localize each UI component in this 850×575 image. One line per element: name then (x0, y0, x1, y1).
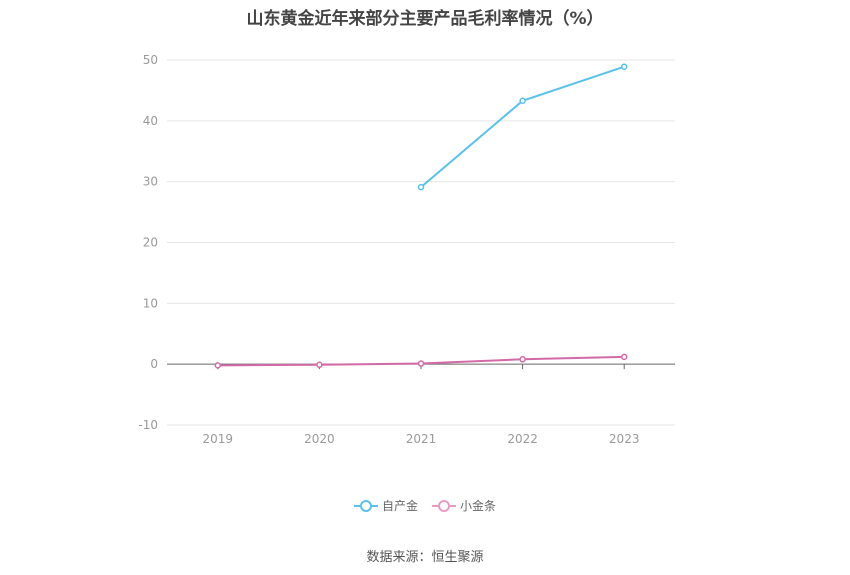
source-note: 数据来源：恒生聚源 (366, 550, 484, 565)
gridlines (167, 59, 675, 426)
y-tick-label: 0 (150, 357, 158, 371)
series-small-gold-bar (214, 353, 628, 369)
x-tick-label: 2021 (406, 432, 437, 446)
data-point (519, 356, 526, 363)
line-chart: 50 40 30 20 10 0 -10 2019 2020 2021 2022 2023 (138, 53, 675, 446)
data-point (316, 361, 323, 369)
legend-label: 自产金 (381, 499, 418, 513)
x-axis-ticks: 2019 2020 2021 2022 2023 (203, 364, 640, 446)
series-self-produced-gold (417, 63, 628, 191)
series-layer (214, 63, 628, 369)
data-point (417, 360, 425, 367)
x-tick-label: 2020 (304, 432, 335, 446)
series-line (420, 65, 625, 188)
legend: 自产金 小金条 (0, 497, 850, 514)
legend-marker-icon (353, 499, 378, 512)
x-tick-label: 2022 (507, 432, 538, 446)
y-tick-label: 50 (143, 53, 158, 67)
x-tick-label: 2023 (609, 432, 640, 446)
data-point (214, 362, 222, 369)
x-tick-label: 2019 (203, 432, 234, 446)
data-point (417, 183, 425, 191)
chart-title: 山东黄金近年来部分主要产品毛利率情况（%） (246, 9, 604, 29)
y-tick-label: 10 (143, 296, 158, 310)
data-point (620, 353, 628, 361)
legend-item-small-gold-bar[interactable]: 小金条 (432, 497, 496, 514)
legend-label: 小金条 (460, 499, 497, 513)
data-point (620, 63, 628, 70)
y-tick-label: 40 (143, 114, 158, 128)
y-axis-ticks: 50 40 30 20 10 0 -10 (138, 53, 158, 432)
legend-marker-icon (432, 499, 456, 512)
y-tick-label: 20 (143, 236, 158, 250)
y-tick-label: -10 (138, 418, 158, 432)
legend-item-self-produced-gold[interactable]: 自产金 (353, 497, 418, 514)
y-tick-label: 30 (143, 175, 158, 189)
data-point (519, 97, 526, 105)
